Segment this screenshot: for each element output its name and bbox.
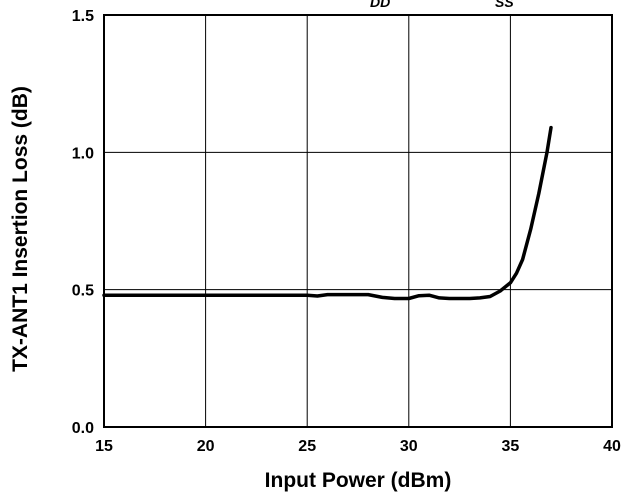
- x-tick-label: 25: [298, 438, 316, 455]
- x-tick-label: 30: [400, 438, 418, 455]
- x-axis-title: Input Power (dBm): [265, 469, 452, 492]
- plot-area-frame: [103, 14, 613, 428]
- series-layer: [102, 125, 553, 301]
- x-tick-label: 40: [603, 438, 621, 455]
- x-tick-label: 35: [502, 438, 520, 455]
- x-tick-label: 20: [197, 438, 215, 455]
- x-tick-labels: 15 20 25 30 35 40: [95, 438, 621, 455]
- top-subscript-label: SS: [495, 0, 514, 10]
- top-subscript-label: DD: [370, 0, 390, 10]
- top-subscript-labels: DD SS: [370, 0, 514, 10]
- y-tick-label: 0.5: [72, 283, 94, 300]
- y-tick-label: 0.0: [72, 420, 94, 437]
- grid-lines: [104, 15, 612, 427]
- y-axis-title: TX-ANT1 Insertion Loss (dB): [9, 86, 32, 372]
- y-tick-labels: 0.0 0.5 1.0 1.5: [72, 8, 94, 437]
- x-tick-label: 15: [95, 438, 113, 455]
- y-tick-label: 1.5: [72, 8, 94, 25]
- y-tick-label: 1.0: [72, 145, 94, 162]
- insertion-loss-series-line: [102, 125, 553, 301]
